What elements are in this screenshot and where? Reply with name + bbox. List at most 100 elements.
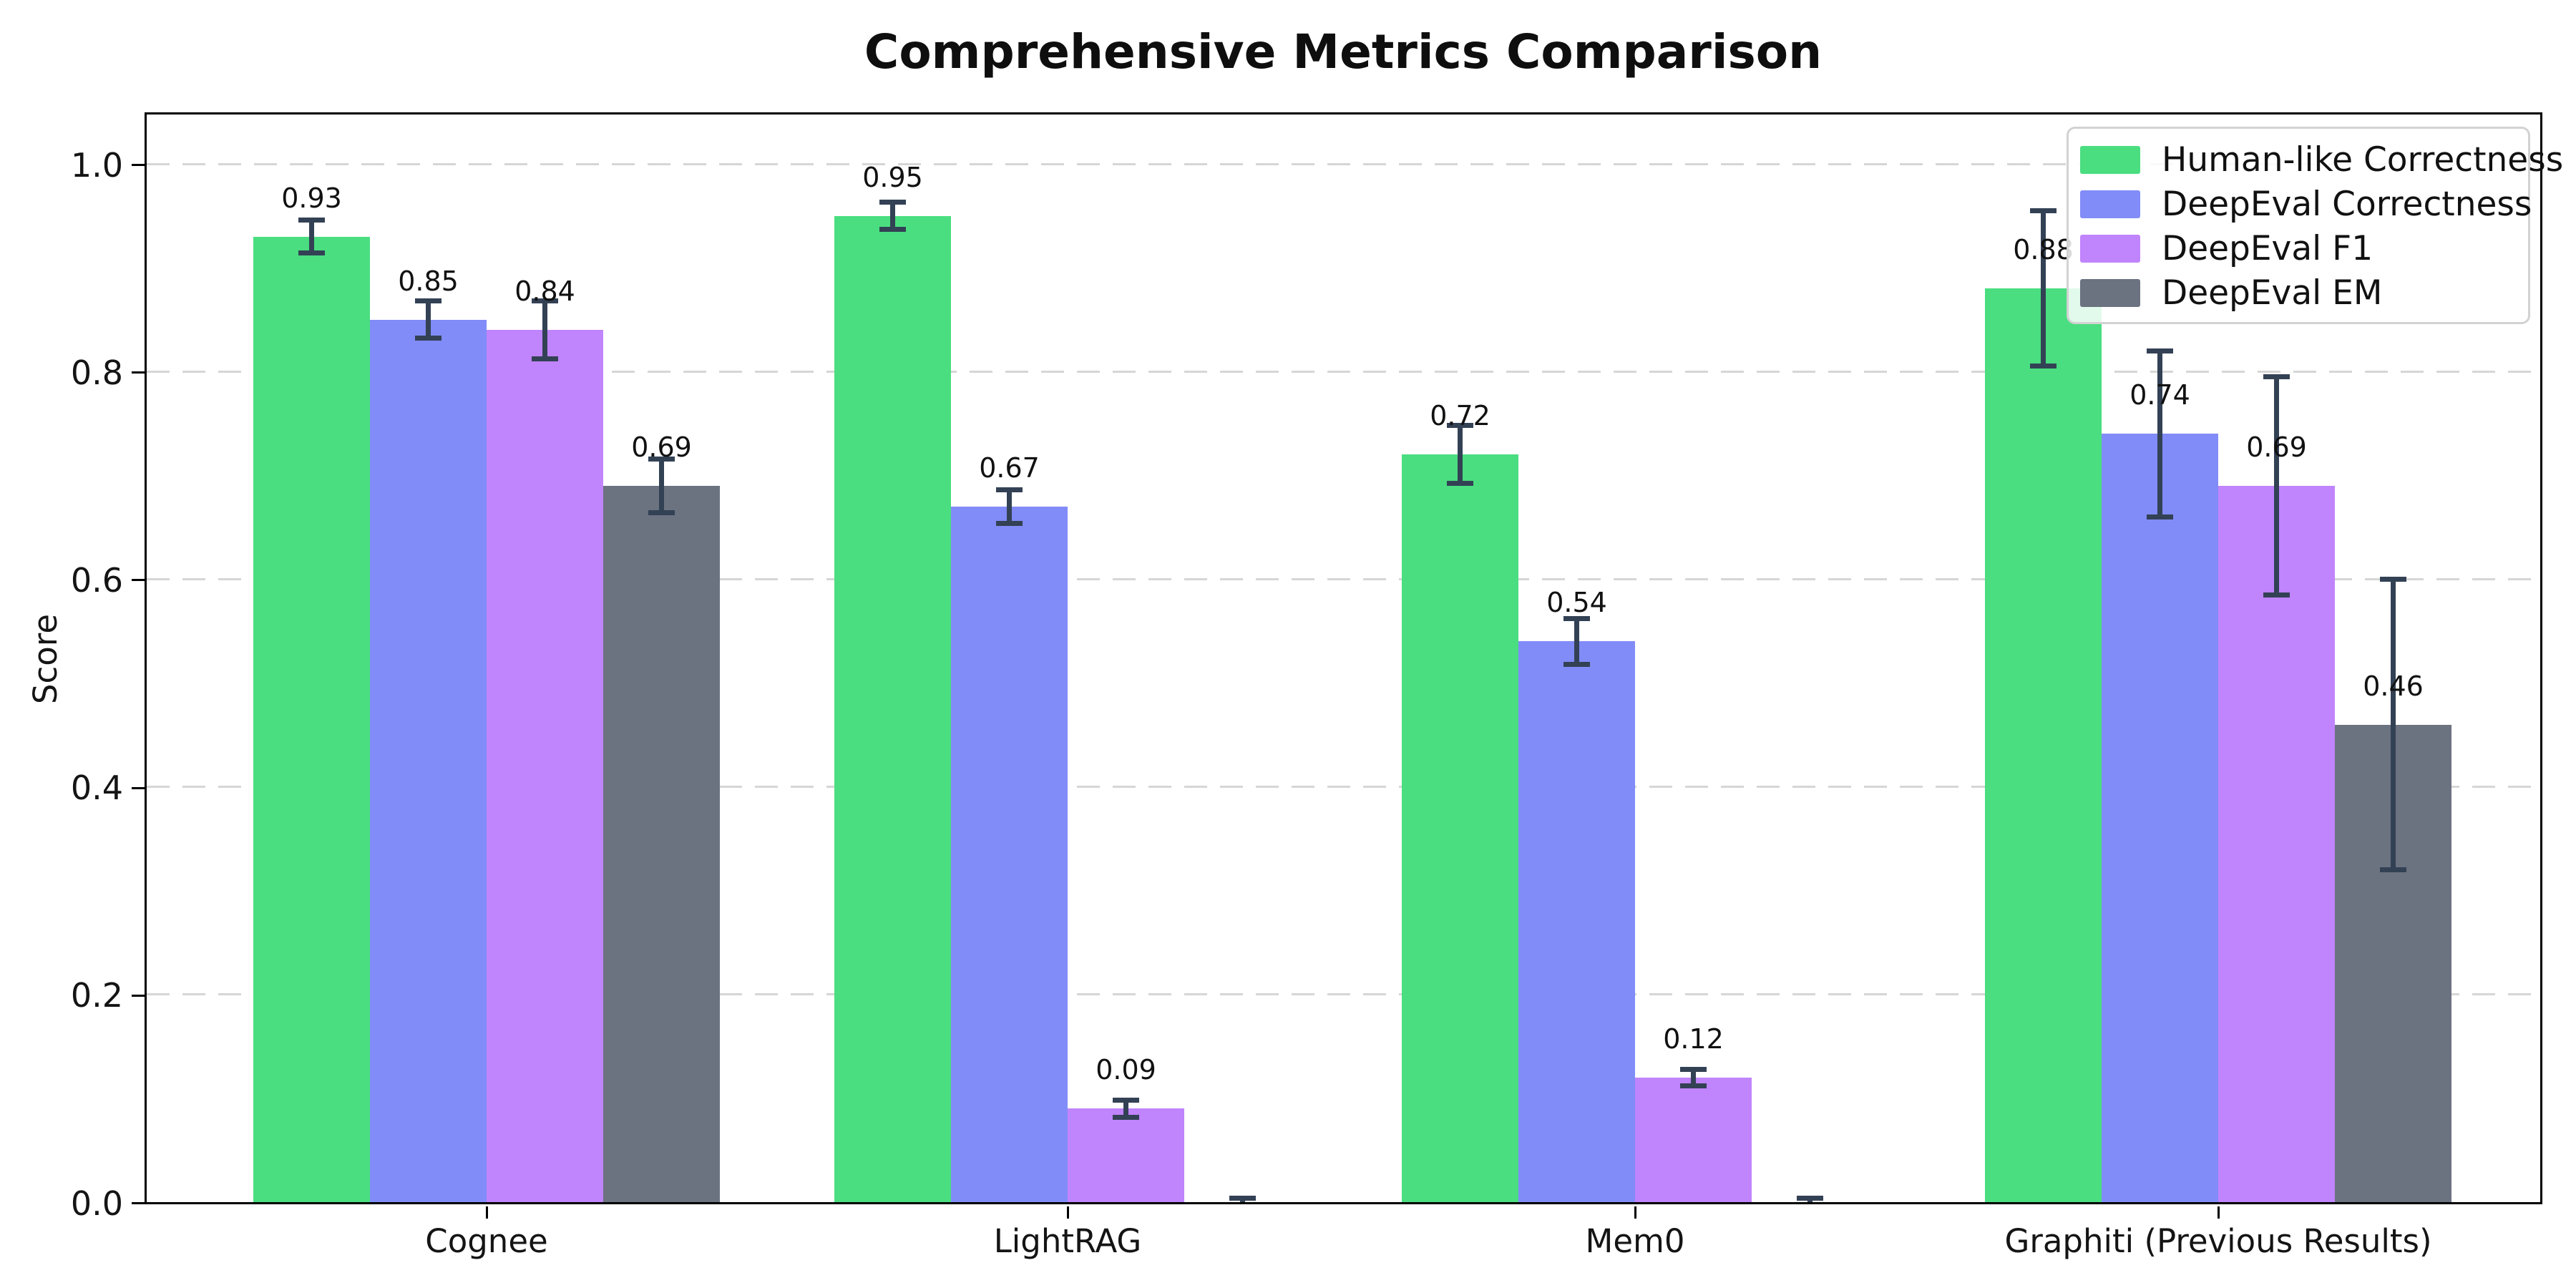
legend-item: DeepEval F1 <box>2080 226 2517 270</box>
bar <box>1402 454 1518 1202</box>
y-tick-label: 0.2 <box>70 976 123 1015</box>
bar-value-label: 0.12 <box>1663 1023 1724 1055</box>
error-bar-line <box>659 459 664 513</box>
error-bar-line <box>1123 1100 1128 1118</box>
x-tick-mark <box>1634 1206 1636 1219</box>
error-bar-line <box>1691 1069 1696 1086</box>
error-bar-line <box>890 202 895 230</box>
y-tick-mark <box>132 994 145 997</box>
bar <box>1518 641 1635 1202</box>
bar-value-label: 0.54 <box>1546 587 1607 619</box>
error-bar-cap-top <box>1447 423 1473 429</box>
y-tick-mark <box>132 371 145 374</box>
bar <box>2102 434 2218 1202</box>
error-bar-cap-bottom <box>532 356 558 362</box>
error-bar-line <box>1574 618 1579 665</box>
error-bar-line <box>2391 579 2396 870</box>
error-bar-cap-top <box>2147 348 2173 353</box>
error-bar-cap-bottom <box>2263 592 2290 597</box>
x-tick-mark <box>485 1206 488 1219</box>
y-tick-label: 0.6 <box>70 560 123 600</box>
error-bar-cap-top <box>1229 1195 1256 1201</box>
error-bar-cap-bottom <box>2147 514 2173 519</box>
bar-value-label: 0.88 <box>2013 234 2074 266</box>
bar-value-label: 0.67 <box>979 452 1040 484</box>
error-bar-cap-top <box>2380 576 2406 582</box>
bar-value-label: 0.69 <box>2246 431 2307 463</box>
error-bar-cap-top <box>1113 1098 1139 1103</box>
bar-value-label: 0.09 <box>1096 1054 1156 1086</box>
bar-value-label: 0.46 <box>2363 670 2424 702</box>
legend-item: DeepEval Correctness <box>2080 182 2532 226</box>
error-bar-line <box>2274 376 2279 595</box>
bar-value-label: 0.93 <box>281 182 342 214</box>
bar-value-label: 0.85 <box>398 265 459 297</box>
error-bar-cap-top <box>415 298 441 304</box>
gridline <box>147 577 2540 580</box>
error-bar-cap-bottom <box>996 520 1023 526</box>
error-bar-cap-bottom <box>1563 661 1590 667</box>
legend-label: DeepEval F1 <box>2162 228 2373 268</box>
bar-value-label: 0.84 <box>514 275 575 308</box>
legend-item: DeepEval EM <box>2080 270 2517 315</box>
error-bar-cap-top <box>879 200 906 205</box>
bar <box>1635 1077 1752 1202</box>
error-bar-cap-bottom <box>1680 1083 1707 1088</box>
bar <box>834 215 951 1202</box>
legend-swatch <box>2080 234 2140 263</box>
x-tick-label: LightRAG <box>993 1222 1142 1260</box>
error-bar-cap-bottom <box>2380 867 2406 873</box>
error-bar-line <box>542 301 547 359</box>
x-tick-label: Mem0 <box>1585 1222 1685 1260</box>
y-axis-title: Score <box>26 613 64 705</box>
chart-title: Comprehensive Metrics Comparison <box>864 24 1823 79</box>
error-bar-cap-bottom <box>879 226 906 232</box>
error-bar-cap-top <box>532 298 558 304</box>
bar <box>2218 485 2335 1202</box>
gridline <box>147 993 2540 996</box>
bar <box>370 319 487 1202</box>
error-bar-line <box>309 220 314 253</box>
y-tick-mark <box>132 786 145 789</box>
error-bar-cap-bottom <box>1447 481 1473 487</box>
bar <box>253 236 370 1202</box>
bar-value-label: 0.72 <box>1430 400 1491 432</box>
bar-value-label: 0.95 <box>862 161 923 193</box>
y-tick-label: 1.0 <box>70 145 123 185</box>
legend-swatch <box>2080 145 2140 174</box>
gridline <box>147 162 2540 165</box>
error-bar-cap-bottom <box>648 510 675 516</box>
error-bar-cap-top <box>996 487 1023 493</box>
error-bar-line <box>1007 489 1012 524</box>
error-bar-cap-bottom <box>2030 364 2057 369</box>
bar <box>487 330 603 1202</box>
legend-label: DeepEval Correctness <box>2162 184 2532 224</box>
legend-label: DeepEval EM <box>2162 273 2383 313</box>
error-bar-cap-top <box>298 217 325 223</box>
bar <box>1068 1108 1184 1202</box>
x-tick-mark <box>2217 1206 2220 1219</box>
error-bar-line <box>1458 425 1463 484</box>
bar <box>1985 288 2102 1202</box>
bar-value-label: 0.69 <box>631 431 692 463</box>
error-bar-cap-top <box>1563 616 1590 622</box>
y-tick-mark <box>132 579 145 582</box>
y-tick-label: 0.4 <box>70 769 123 808</box>
y-tick-mark <box>132 1202 145 1204</box>
error-bar-cap-bottom <box>415 336 441 341</box>
legend-label: Human-like Correctness <box>2162 140 2564 180</box>
x-tick-label: Cognee <box>425 1222 548 1260</box>
legend-swatch <box>2080 278 2140 307</box>
y-tick-mark <box>132 164 145 166</box>
error-bar-cap-bottom <box>298 250 325 256</box>
error-bar-cap-top <box>648 456 675 462</box>
legend-swatch <box>2080 190 2140 218</box>
error-bar-cap-top <box>2030 208 2057 213</box>
error-bar-cap-top <box>2263 374 2290 379</box>
error-bar-cap-top <box>1797 1195 1823 1201</box>
bar <box>951 506 1068 1202</box>
x-tick-label: Graphiti (Previous Results) <box>2004 1222 2432 1260</box>
y-tick-label: 0.0 <box>70 1184 123 1223</box>
bar <box>603 485 720 1202</box>
